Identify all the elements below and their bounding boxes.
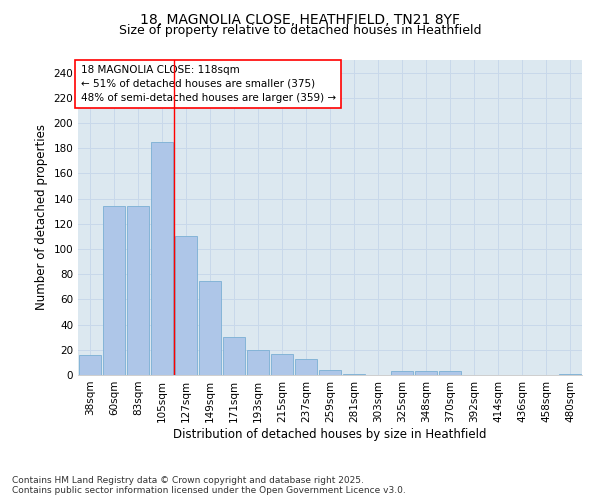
Bar — [151, 142, 173, 375]
Bar — [271, 354, 293, 375]
Bar — [247, 350, 269, 375]
X-axis label: Distribution of detached houses by size in Heathfield: Distribution of detached houses by size … — [173, 428, 487, 440]
Bar — [439, 371, 461, 375]
Y-axis label: Number of detached properties: Number of detached properties — [35, 124, 48, 310]
Bar — [343, 374, 365, 375]
Bar — [391, 371, 413, 375]
Bar — [319, 370, 341, 375]
Text: 18, MAGNOLIA CLOSE, HEATHFIELD, TN21 8YF: 18, MAGNOLIA CLOSE, HEATHFIELD, TN21 8YF — [140, 12, 460, 26]
Bar — [415, 371, 437, 375]
Bar — [103, 206, 125, 375]
Text: 18 MAGNOLIA CLOSE: 118sqm
← 51% of detached houses are smaller (375)
48% of semi: 18 MAGNOLIA CLOSE: 118sqm ← 51% of detac… — [80, 64, 335, 102]
Text: Contains HM Land Registry data © Crown copyright and database right 2025.
Contai: Contains HM Land Registry data © Crown c… — [12, 476, 406, 495]
Bar — [295, 358, 317, 375]
Bar — [127, 206, 149, 375]
Bar — [223, 337, 245, 375]
Bar — [79, 355, 101, 375]
Bar — [175, 236, 197, 375]
Bar — [559, 374, 581, 375]
Bar — [199, 280, 221, 375]
Text: Size of property relative to detached houses in Heathfield: Size of property relative to detached ho… — [119, 24, 481, 37]
